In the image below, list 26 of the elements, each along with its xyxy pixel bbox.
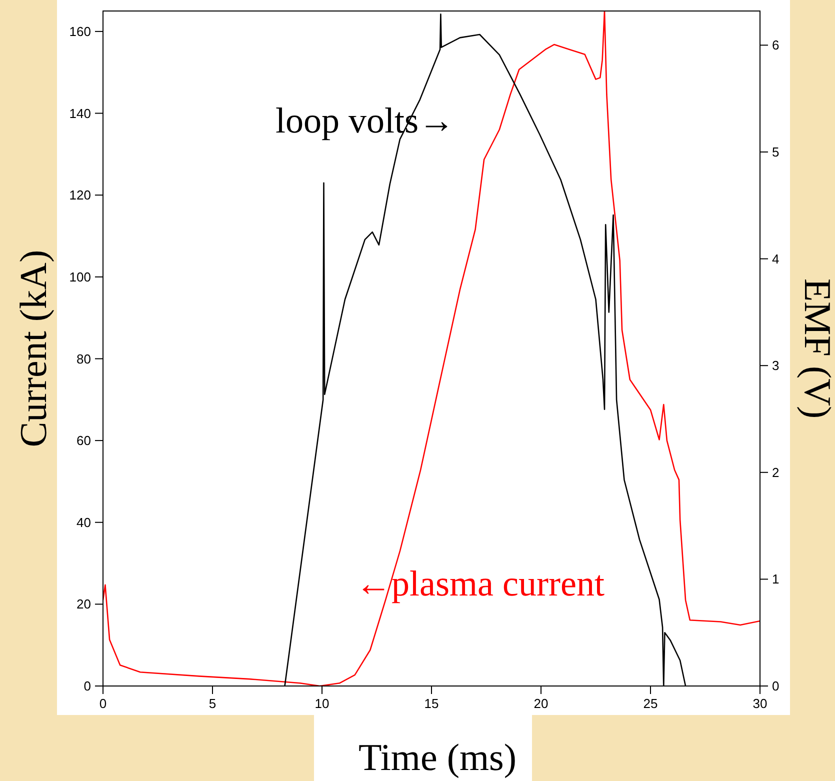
x-tick-label: 25	[643, 696, 658, 711]
y2-tick-label: 4	[772, 251, 780, 266]
y-tick-label: 160	[69, 24, 91, 40]
y-tick-label: 120	[69, 188, 91, 203]
y2-tick-label: 1	[772, 572, 780, 587]
x-tick-label: 10	[314, 696, 330, 711]
y2-tick-label: 6	[772, 38, 780, 53]
y-tick-label: 20	[76, 596, 91, 612]
y-tick-label: 80	[76, 351, 91, 366]
y2-tick-label: 2	[772, 464, 780, 480]
x-tick-label: 5	[208, 696, 216, 711]
y-tick-label: 0	[84, 678, 91, 694]
x-tick-label: 15	[424, 696, 439, 711]
y-tick-label: 40	[76, 514, 91, 530]
y-axis-title: Current (kA)	[13, 250, 55, 448]
x-tick-label: 0	[99, 696, 107, 711]
x-axis-title: Time (ms)	[358, 737, 517, 779]
x-tick-label: 20	[534, 696, 548, 711]
y2-axis-title: EMF (V)	[796, 278, 835, 419]
y-tick-label: 100	[69, 269, 91, 284]
y-tick-label: 140	[69, 106, 91, 121]
y-tick-label: 60	[76, 433, 91, 448]
y2-tick-label: 3	[772, 358, 780, 374]
y2-tick-label: 0	[772, 678, 780, 694]
x-tick-label: 30	[752, 696, 768, 711]
y2-tick-label: 5	[772, 144, 780, 160]
